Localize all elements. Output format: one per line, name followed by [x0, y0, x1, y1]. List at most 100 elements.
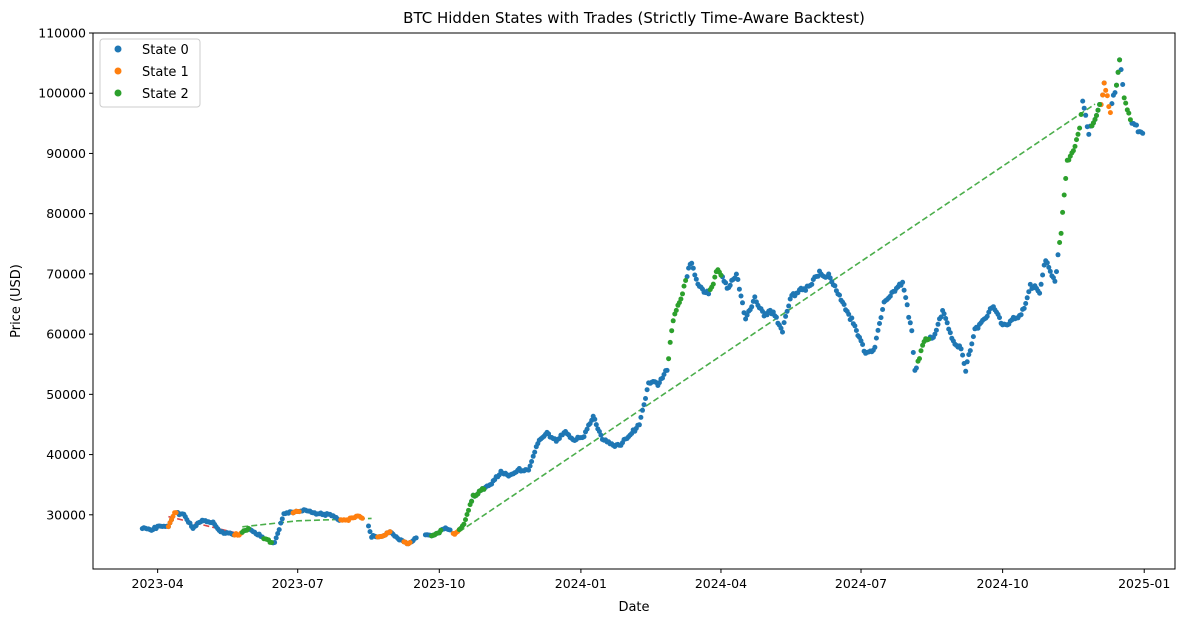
point-state-2 — [269, 540, 274, 545]
point-state-0 — [903, 295, 909, 301]
point-state-0 — [592, 416, 598, 422]
point-state-2 — [1117, 57, 1123, 63]
y-axis: 30000 40000 50000 60000 70000 80000 90000 10000… — [38, 26, 93, 522]
point-state-2 — [718, 272, 724, 278]
chart-title: BTC Hidden States with Trades (Strictly … — [403, 9, 865, 27]
point-state-0 — [640, 407, 645, 413]
legend-marker-state-0 — [114, 45, 122, 53]
x-axis: 2023-04 2023-07 2023-10 2024-01 2024-04 2024-… — [132, 569, 1170, 591]
point-state-0 — [984, 313, 990, 319]
point-state-0 — [664, 367, 670, 373]
point-state-0 — [644, 387, 650, 393]
point-state-0 — [841, 302, 847, 307]
point-state-2 — [1075, 131, 1081, 137]
point-state-2 — [666, 356, 672, 362]
point-state-0 — [773, 314, 779, 320]
x-tick-label: 2025-01 — [1118, 576, 1170, 591]
trade-line-1 — [242, 517, 372, 528]
point-state-2 — [1072, 143, 1078, 149]
point-state-0 — [967, 348, 973, 354]
point-state-2 — [1092, 117, 1098, 122]
point-state-0 — [447, 527, 453, 533]
point-state-0 — [1023, 301, 1029, 306]
point-state-0 — [997, 315, 1002, 321]
point-state-2 — [1121, 95, 1127, 101]
point-state-0 — [780, 329, 785, 335]
point-state-0 — [873, 335, 879, 341]
series-0 — [139, 57, 1146, 547]
point-state-0 — [826, 271, 832, 277]
point-state-0 — [1140, 130, 1146, 136]
point-state-0 — [935, 321, 941, 327]
point-state-1 — [296, 509, 302, 515]
point-state-0 — [975, 325, 981, 331]
point-state-0 — [661, 372, 667, 377]
point-state-0 — [853, 328, 859, 333]
point-state-0 — [909, 328, 915, 334]
point-state-0 — [852, 323, 858, 329]
x-tick-label: 2024-10 — [977, 576, 1029, 591]
point-state-2 — [438, 527, 444, 533]
x-tick-label: 2023-07 — [272, 576, 324, 591]
point-state-0 — [276, 527, 282, 533]
point-state-0 — [938, 314, 944, 320]
y-tick-label: 110000 — [38, 26, 86, 41]
point-state-0 — [878, 315, 884, 321]
point-state-1 — [1106, 104, 1112, 110]
series-2 — [239, 57, 1133, 545]
point-state-0 — [686, 265, 692, 271]
point-state-0 — [684, 274, 690, 280]
point-state-0 — [279, 516, 285, 522]
x-axis-label: Date — [618, 600, 649, 615]
point-state-2 — [1077, 125, 1083, 131]
point-state-0 — [706, 291, 712, 297]
plot-frame — [92, 32, 1176, 570]
point-state-1 — [165, 524, 171, 530]
point-state-2 — [1057, 240, 1063, 245]
point-state-2 — [1063, 176, 1069, 181]
point-state-0 — [593, 422, 599, 428]
x-tick-label: 2024-04 — [695, 576, 747, 591]
point-state-1 — [173, 510, 179, 516]
point-state-1 — [1101, 80, 1107, 86]
point-state-2 — [1114, 82, 1119, 88]
point-state-1 — [1104, 93, 1110, 99]
point-state-0 — [1086, 131, 1092, 137]
point-state-0 — [958, 346, 964, 352]
point-state-2 — [678, 296, 684, 302]
legend-label-state-1: State 1 — [142, 65, 189, 80]
point-state-2 — [667, 339, 673, 345]
point-state-0 — [786, 303, 792, 309]
point-state-0 — [966, 352, 972, 358]
point-state-2 — [1070, 148, 1076, 154]
point-state-0 — [809, 281, 815, 287]
point-state-0 — [275, 531, 281, 536]
point-state-0 — [581, 434, 587, 440]
point-state-0 — [689, 260, 695, 266]
x-tick-label: 2023-10 — [413, 576, 465, 591]
point-state-2 — [1058, 230, 1064, 236]
point-state-0 — [932, 331, 938, 337]
point-state-0 — [527, 463, 533, 469]
point-state-0 — [692, 272, 698, 278]
point-state-2 — [481, 486, 487, 492]
x-tick-label: 2024-07 — [835, 576, 887, 591]
y-tick-label: 80000 — [46, 206, 86, 221]
point-state-0 — [778, 325, 784, 331]
point-state-1 — [1103, 87, 1109, 93]
point-state-0 — [643, 396, 648, 401]
point-state-2 — [710, 281, 716, 287]
point-state-1 — [407, 540, 413, 545]
point-state-0 — [877, 321, 882, 326]
point-state-0 — [366, 523, 371, 529]
point-state-0 — [969, 341, 975, 347]
point-state-0 — [1112, 90, 1118, 96]
point-state-0 — [1052, 278, 1058, 284]
point-state-0 — [690, 265, 696, 271]
point-state-0 — [636, 422, 642, 428]
point-state-0 — [781, 320, 787, 326]
point-state-2 — [681, 283, 687, 289]
point-state-1 — [1100, 92, 1106, 98]
point-state-0 — [1018, 312, 1024, 318]
point-state-0 — [1038, 281, 1044, 287]
